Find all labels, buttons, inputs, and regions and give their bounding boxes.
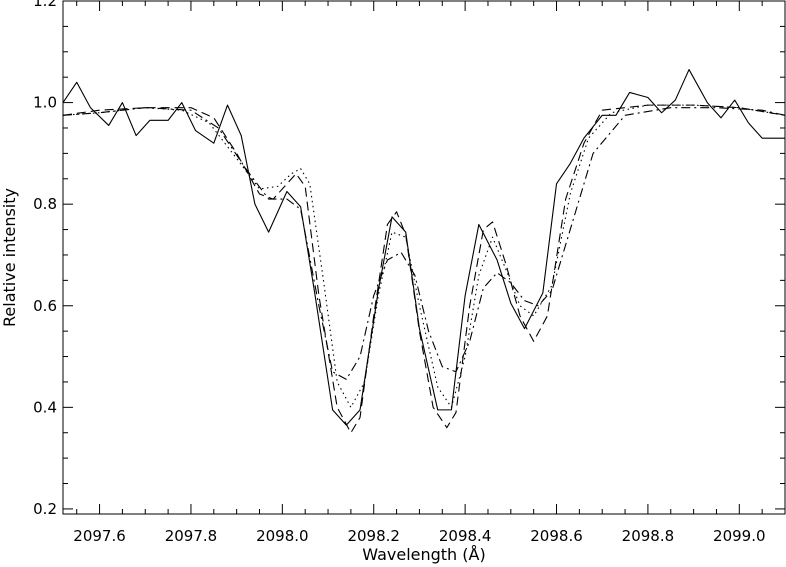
plot-frame (62, 0, 786, 515)
y-tick-label: 0.6 (33, 297, 57, 315)
x-tick-label: 2097.6 (73, 527, 126, 545)
axis-ticks (63, 0, 785, 514)
plot-lines (63, 69, 785, 434)
x-axis-title: Wavelength (Å) (362, 545, 485, 564)
y-tick-label: 0.8 (33, 195, 57, 213)
y-tick-label: 1.0 (33, 94, 57, 112)
y-tick-labels: 0.2 0.4 0.6 0.8 1.0 1.2 (33, 0, 57, 518)
y-tick-label: 1.2 (33, 0, 57, 10)
y-tick-label: 0.4 (33, 398, 57, 416)
y-axis-title: Relative intensity (0, 188, 19, 327)
series-line-dotted (63, 104, 785, 408)
series-line-dash-dot (63, 107, 785, 380)
x-tick-labels: 2097.6 2097.8 2098.0 2098.2 2098.4 2098.6 2098… (73, 527, 765, 545)
x-tick-label: 2098.8 (622, 527, 675, 545)
x-tick-label: 2098.2 (347, 527, 400, 545)
x-tick-label: 2097.8 (165, 527, 218, 545)
x-tick-label: 2098.0 (256, 527, 309, 545)
y-tick-label: 0.2 (33, 500, 57, 518)
series-line-dashed (63, 104, 785, 434)
x-tick-label: 2099.0 (713, 527, 766, 545)
x-tick-label: 2098.4 (439, 527, 492, 545)
series-line-solid (63, 69, 785, 426)
x-tick-label: 2098.6 (530, 527, 583, 545)
